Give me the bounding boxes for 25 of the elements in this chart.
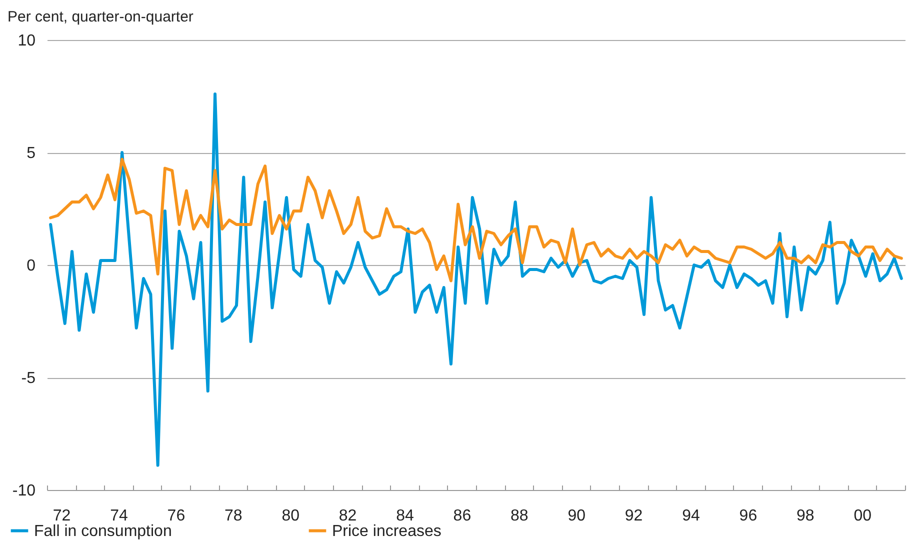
line-series (49, 92, 903, 467)
y-tick-label: -10 (12, 482, 36, 500)
x-tick-label: 00 (854, 508, 872, 524)
x-tick-label: 74 (110, 508, 128, 524)
x-tick-label: 88 (510, 508, 528, 524)
x-tick-label: 96 (739, 508, 758, 524)
x-tick-label: 80 (282, 508, 300, 524)
x-tick-label: 84 (396, 508, 414, 524)
y-tick-label: 0 (26, 258, 36, 274)
x-tick-label: 94 (682, 508, 700, 524)
x-tick-label: 72 (52, 508, 71, 524)
x-tick-label: 76 (167, 508, 186, 524)
x-tick-label: 82 (338, 508, 357, 524)
x-tick-label: 90 (568, 508, 586, 524)
legend-label: Fall in consumption (34, 522, 172, 540)
x-tick-label: 92 (624, 508, 643, 524)
y-axis-title: Per cent, quarter-on-quarter (8, 8, 194, 26)
y-tick-label: -5 (21, 370, 36, 387)
line-series (49, 158, 903, 282)
x-tick-label: 86 (453, 508, 472, 524)
y-tick-label: 5 (26, 145, 36, 162)
x-tick-label: 78 (224, 508, 242, 524)
x-tick-label: 98 (796, 508, 814, 524)
y-tick-label: 10 (18, 32, 36, 50)
legend-label: Price increases (332, 522, 442, 540)
